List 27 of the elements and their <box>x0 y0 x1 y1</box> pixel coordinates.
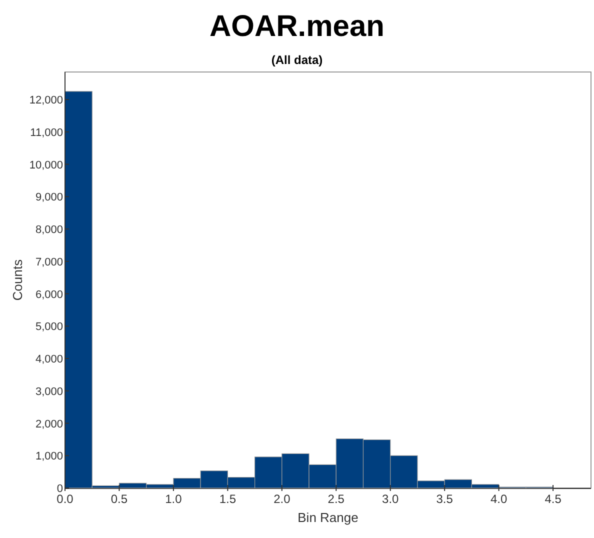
y-tick-label: 10,000 <box>29 159 63 172</box>
x-tick-label: 4.5 <box>544 492 562 506</box>
x-tick-label: 4.0 <box>490 492 508 506</box>
y-tick-label: 9,000 <box>35 192 63 204</box>
y-tick-label: 8,000 <box>35 224 63 236</box>
y-tick-label: 3,000 <box>35 386 63 398</box>
y-tick-label: 2,000 <box>35 418 63 430</box>
x-tick-label: 2.5 <box>328 492 345 506</box>
chart-subtitle: (All data) <box>271 53 323 67</box>
y-tick-label: 11,000 <box>30 126 63 139</box>
chart-title: AOAR.mean <box>209 10 385 43</box>
y-tick-label: 6,000 <box>35 288 63 301</box>
x-tick-label: 1.0 <box>165 492 182 506</box>
x-tick-label: 0.0 <box>56 492 74 506</box>
x-axis-title: Bin Range <box>298 510 358 525</box>
y-tick-label: 0 <box>56 483 63 495</box>
y-tick-label: 1,000 <box>35 450 63 463</box>
y-axis-title: Counts <box>10 258 25 301</box>
y-tick-label: 4,000 <box>35 354 63 366</box>
y-tick-label: 12,000 <box>29 94 63 107</box>
x-tick-label: 1.5 <box>219 492 236 506</box>
x-tick-label: 3.0 <box>382 492 400 506</box>
x-tick-label: 3.5 <box>436 492 454 506</box>
y-tick-label: 7,000 <box>35 256 63 268</box>
x-tick-label: 0.5 <box>110 492 128 506</box>
x-tick-label: 2.0 <box>274 492 291 506</box>
y-tick-label: 5,000 <box>35 321 63 334</box>
